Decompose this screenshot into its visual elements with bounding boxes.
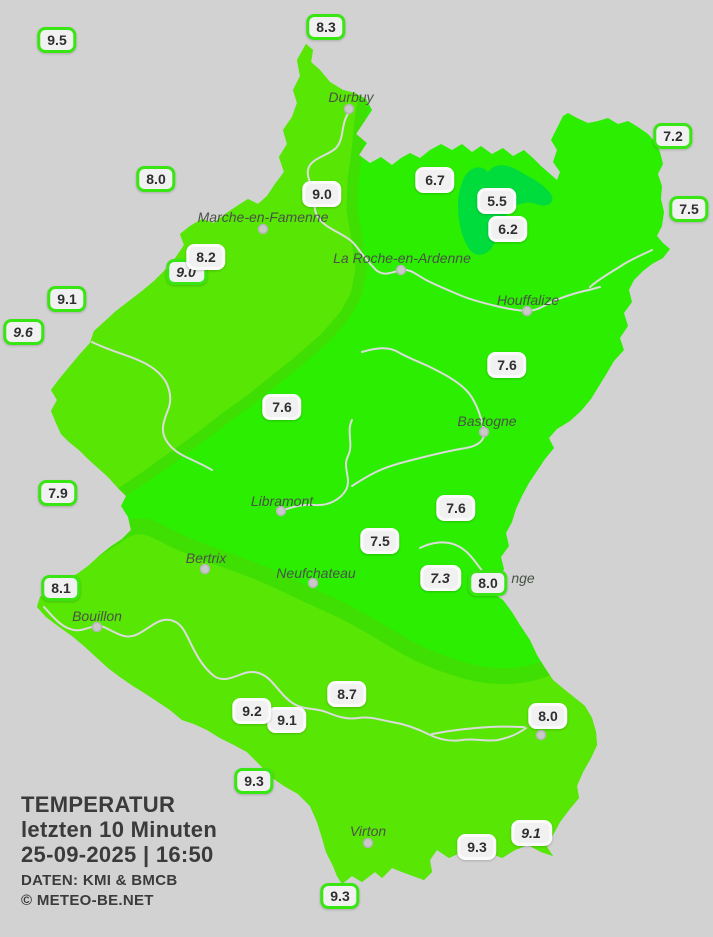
map-datetime: 25-09-2025 | 16:50	[21, 842, 214, 867]
city-dot	[478, 426, 490, 438]
station-temperature-badge: 8.0	[136, 166, 176, 192]
station-temperature-badge: 8.3	[306, 14, 346, 40]
station-temperature-badge: 7.6	[487, 352, 527, 378]
station-temperature-badge: 5.5	[477, 188, 517, 214]
title-block: TEMPERATUR letzten 10 Minuten 25-09-2025…	[21, 792, 217, 911]
station-temperature-badge: 9.5	[37, 27, 77, 53]
river-semois	[43, 606, 527, 742]
station-temperature-badge: 9.6	[3, 319, 45, 345]
rivers	[43, 111, 653, 742]
city-dot	[91, 621, 103, 633]
city-label: Durbuy	[328, 89, 374, 105]
city-label: Houffalize	[496, 292, 560, 308]
station-temperature-badge: 9.3	[234, 768, 274, 794]
city-label: Bastogne	[457, 413, 517, 429]
station-temperature-badge: 9.1	[47, 286, 87, 312]
city-dot	[395, 264, 407, 276]
station-temperature-badge: 6.7	[415, 167, 455, 193]
station-temperature-badge: 7.6	[436, 495, 476, 521]
station-temperature-badge: 9.1	[267, 707, 307, 733]
station-temperature-badge: 8.1	[41, 575, 81, 601]
copyright-line: © METEO-BE.NET	[21, 892, 154, 909]
city-dot	[362, 837, 374, 849]
station-temperature-badge: 6.2	[488, 216, 528, 242]
city-dot	[535, 729, 547, 741]
station-temperature-badge: 9.2	[232, 698, 272, 724]
city-label: Libramont	[250, 493, 314, 509]
station-temperature-badge: 8.2	[186, 244, 226, 270]
data-source: DATEN: KMI & BMCB	[21, 872, 178, 889]
boundary-line-southeast	[431, 725, 525, 735]
station-temperature-badge: 9.3	[320, 883, 360, 909]
city-dot	[257, 223, 269, 235]
station-temperature-badge: 8.0	[468, 570, 508, 596]
station-temperature-badge: 7.5	[669, 196, 709, 222]
station-temperature-badge: 7.5	[360, 528, 400, 554]
city-dots	[91, 103, 547, 849]
city-dot	[275, 505, 287, 517]
city-dot	[521, 305, 533, 317]
station-temperature-badge: 7.6	[262, 394, 302, 420]
station-temperature-badge: 7.9	[38, 480, 78, 506]
station-temperature-badge: 9.0	[302, 181, 342, 207]
station-temperature-badge: 9.1	[511, 820, 553, 846]
city-dot	[343, 103, 355, 115]
station-temperature-badge: 7.3	[420, 565, 462, 591]
city-label: Marche-en-Famenne	[197, 209, 329, 225]
station-temperature-badge: 9.3	[457, 834, 497, 860]
city-dot	[307, 577, 319, 589]
river-libramont	[280, 419, 353, 512]
map-subtitle: letzten 10 Minuten	[21, 817, 218, 842]
river-northeast	[589, 249, 653, 288]
city-label: Neufchateau	[276, 565, 356, 581]
city-label: Bouillon	[72, 608, 122, 624]
station-temperature-badge: 8.0	[528, 703, 568, 729]
city-label: nge	[511, 570, 535, 586]
station-temperature-badge: 7.2	[653, 123, 693, 149]
station-temperature-badge: 8.7	[327, 681, 367, 707]
city-label: Bertrix	[185, 550, 227, 566]
city-label: Virton	[349, 823, 387, 839]
river-lesse	[91, 341, 213, 471]
city-dot	[199, 563, 211, 575]
city-label: La Roche-en-Ardenne	[333, 250, 471, 266]
map-title: TEMPERATUR	[21, 792, 176, 817]
